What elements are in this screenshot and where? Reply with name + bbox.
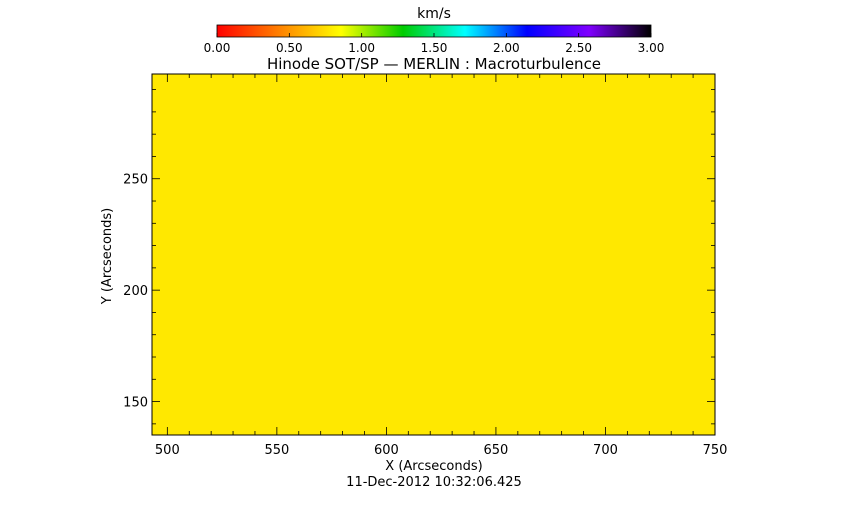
y-axis-label: Y (Arcseconds) [100,208,115,305]
x-tick-label: 550 [264,443,289,458]
timestamp: 11-Dec-2012 10:32:06.425 [346,475,522,490]
plot-frame [151,73,716,436]
x-tick-label: 700 [593,443,618,458]
y-tick-label: 150 [123,396,148,411]
x-tick-label: 650 [484,443,509,458]
x-tick-label: 500 [155,443,180,458]
colorbar-tick-label: 0.00 [204,41,231,55]
x-axis-label: X (Arcseconds) [385,459,482,474]
chart-title: Hinode SOT/SP — MERLIN : Macroturbulence [267,55,601,73]
colorbar-tick-label: 1.00 [348,41,375,55]
colorbar-tick-label: 1.50 [421,41,448,55]
colorbar-ticks: 0.00 0.50 1.00 1.50 2.00 2.50 3.00 [204,33,665,55]
y-tick-label: 200 [123,284,148,299]
x-tick-label: 750 [703,443,728,458]
colorbar-tick-label: 0.50 [276,41,303,55]
x-tick-label: 600 [374,443,399,458]
colorbar-label: km/s [417,6,451,22]
colorbar-tick-label: 3.00 [638,41,665,55]
x-axis: 500 550 600 650 700 750 [155,74,727,458]
y-tick-label: 250 [123,173,148,188]
colorbar-tick-label: 2.50 [565,41,592,55]
y-axis: 150 200 250 [123,89,715,425]
colorbar-tick-label: 2.00 [493,41,520,55]
heatmap-field [152,74,715,435]
